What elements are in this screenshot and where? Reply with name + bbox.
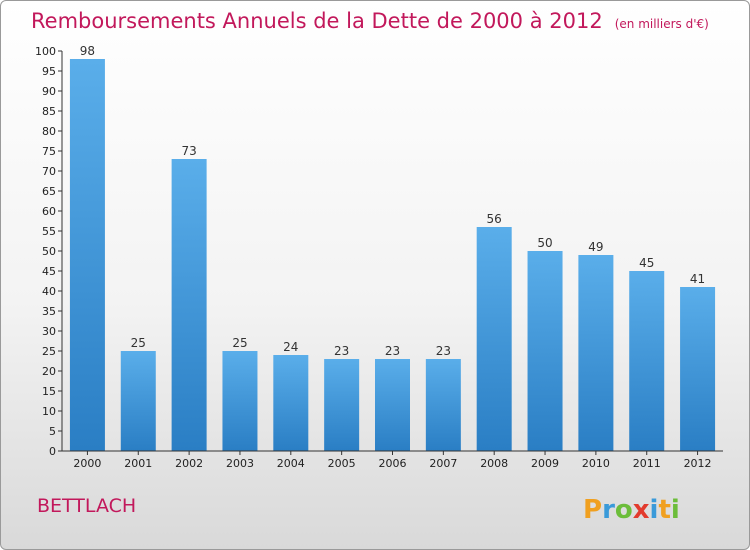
- y-tick-label: 50: [42, 245, 56, 258]
- chart-title: Remboursements Annuels de la Dette de 20…: [31, 9, 709, 33]
- data-label-2004: 24: [283, 340, 298, 354]
- data-label-2012: 41: [690, 272, 705, 286]
- x-tick-label-2003: 2003: [226, 457, 254, 470]
- x-tick-label-2010: 2010: [582, 457, 610, 470]
- x-tick-label-2000: 2000: [73, 457, 101, 470]
- svg-text:Proxiti: Proxiti: [583, 495, 680, 525]
- y-axis: 0 5 10 15 20 25 30 35 40 45 50 55 60 65 70 75 80 85 90 95 10…: [35, 45, 63, 458]
- x-tick-label-2006: 2006: [379, 457, 407, 470]
- x-tick-label-2001: 2001: [124, 457, 152, 470]
- y-tick-label: 30: [42, 325, 56, 338]
- bar-2002: [171, 159, 207, 451]
- bar-2006: [375, 359, 410, 451]
- y-tick-label: 100: [35, 45, 56, 58]
- y-tick-label: 40: [42, 285, 56, 298]
- y-tick-label: 70: [42, 165, 56, 178]
- data-label-2010: 49: [588, 240, 603, 254]
- data-label-2000: 98: [80, 44, 95, 58]
- data-label-2001: 25: [131, 336, 146, 350]
- bar-2004: [273, 355, 309, 451]
- bar-2007: [425, 359, 461, 451]
- y-tick-label: 35: [42, 305, 56, 318]
- data-label-2011: 45: [639, 256, 654, 270]
- data-label-2008: 56: [487, 212, 502, 226]
- x-tick-label-2009: 2009: [531, 457, 559, 470]
- x-tick-label-2004: 2004: [277, 457, 305, 470]
- chart-unit: (en milliers d'€): [614, 17, 709, 31]
- x-axis: 2000 2001 2002 2003 2004 2005 2006 2007 2008 2009…: [62, 450, 723, 470]
- bar-2011: [629, 271, 665, 451]
- y-tick-label: 90: [42, 85, 56, 98]
- y-tick-label: 0: [49, 445, 56, 458]
- bar-2009: [527, 251, 563, 451]
- data-label-2007: 23: [436, 344, 451, 358]
- bar-2003: [222, 351, 258, 451]
- proxiti-logo: Proxiti: [583, 495, 680, 525]
- y-tick-label: 95: [42, 65, 56, 78]
- y-tick-label: 75: [42, 145, 56, 158]
- y-tick-label: 45: [42, 265, 56, 278]
- bar-2008: [476, 227, 512, 451]
- y-tick-label: 15: [42, 385, 56, 398]
- y-tick-label: 85: [42, 105, 56, 118]
- x-tick-label-2012: 2012: [684, 457, 712, 470]
- data-label-2005: 23: [334, 344, 349, 358]
- bar-2001: [120, 351, 156, 451]
- data-label-2003: 25: [232, 336, 247, 350]
- bar-2005: [324, 359, 360, 451]
- data-label-2009: 50: [537, 236, 552, 250]
- y-tick-label: 65: [42, 185, 56, 198]
- x-tick-label-2002: 2002: [175, 457, 203, 470]
- x-tick-label-2007: 2007: [429, 457, 457, 470]
- data-label-2006: 23: [385, 344, 400, 358]
- x-tick-label-2005: 2005: [328, 457, 356, 470]
- y-tick-label: 80: [42, 125, 56, 138]
- y-tick-label: 10: [42, 405, 56, 418]
- bars: 98 25 73 25 24 23 23 23 56 50 49 45 41: [69, 44, 716, 451]
- bar-2000: [69, 59, 105, 451]
- y-tick-label: 5: [49, 425, 56, 438]
- y-tick-label: 55: [42, 225, 56, 238]
- y-tick-label: 20: [42, 365, 56, 378]
- chart-title-text: Remboursements Annuels de la Dette de 20…: [31, 9, 603, 33]
- bar-2012: [680, 287, 716, 451]
- bar-2010: [578, 255, 614, 451]
- x-tick-label-2008: 2008: [480, 457, 508, 470]
- y-tick-label: 25: [42, 345, 56, 358]
- y-tick-label: 60: [42, 205, 56, 218]
- data-label-2002: 73: [181, 144, 196, 158]
- commune-name: BETTLACH: [37, 495, 137, 517]
- x-tick-label-2011: 2011: [633, 457, 661, 470]
